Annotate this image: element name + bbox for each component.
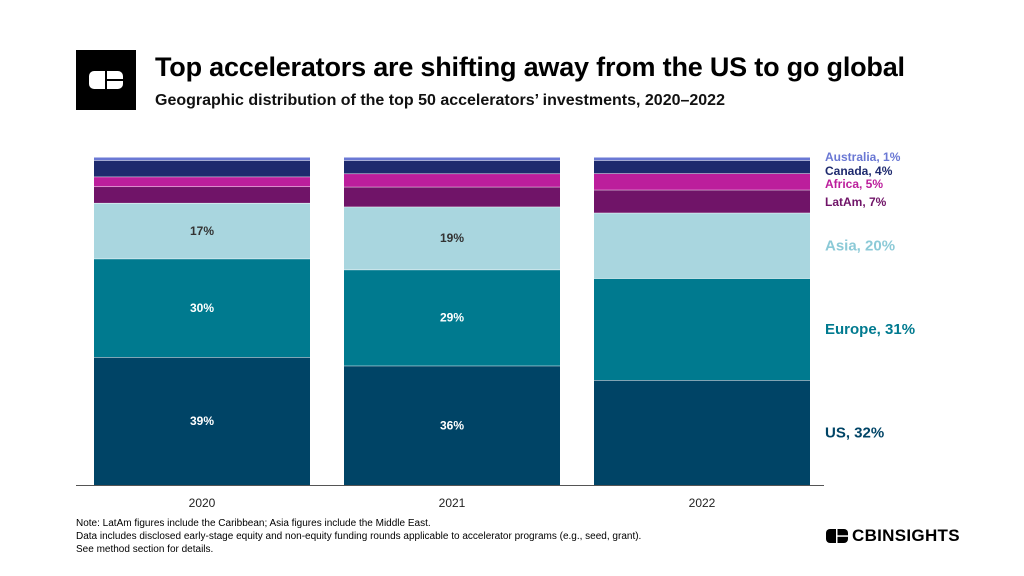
bar-segment-asia-2020	[94, 202, 310, 259]
data-label: 17%	[190, 224, 214, 238]
bar-segment-africa-2020	[94, 176, 310, 187]
bar-segment-latam-2021	[344, 186, 560, 207]
legend-label-latam: LatAm, 7%	[825, 195, 887, 209]
bar-segment-canada-2021	[344, 160, 560, 174]
footnote-line: See method section for details.	[76, 544, 214, 555]
segment-divider	[94, 186, 310, 188]
bar-segment-europe-2021	[344, 269, 560, 366]
legend-label-asia: Asia, 20%	[825, 238, 895, 255]
bar-segment-australia-2020	[94, 157, 310, 161]
bar-segment-canada-2020	[94, 160, 310, 177]
bar-segment-us-2021	[344, 365, 560, 485]
bar-segment-africa-2021	[344, 173, 560, 187]
bar-segment-latam-2022	[594, 189, 810, 213]
legend-label-australia: Australia, 1%	[825, 150, 901, 164]
segment-divider	[94, 156, 310, 158]
legend-label-africa: Africa, 5%	[825, 177, 883, 191]
bar-segment-canada-2022	[594, 160, 810, 174]
footnotes: Note: LatAm figures include the Caribbea…	[76, 517, 641, 556]
bar-segment-latam-2020	[94, 186, 310, 203]
bar-segment-us-2020	[94, 357, 310, 485]
chart-title: Top accelerators are shifting away from …	[155, 52, 905, 82]
x-tick-label: 2021	[439, 496, 466, 510]
legend-label-canada: Canada, 4%	[825, 164, 893, 178]
cb-logo-icon	[76, 50, 136, 110]
data-label: 36%	[440, 418, 464, 432]
footnote-line: Note: LatAm figures include the Caribbea…	[76, 518, 431, 529]
cb-insights-brand: CBINSIGHTS	[826, 526, 960, 546]
legend-label-us: US, 32%	[825, 425, 884, 442]
x-tick-label: 2022	[689, 496, 716, 510]
x-tick-label: 2020	[189, 496, 216, 510]
data-label: 39%	[190, 414, 214, 428]
bar-segment-asia-2022	[594, 212, 810, 279]
chart-subtitle: Geographic distribution of the top 50 ac…	[155, 92, 725, 109]
data-label: 19%	[440, 231, 464, 245]
data-label: 29%	[440, 311, 464, 325]
brand-name: CBINSIGHTS	[852, 526, 960, 545]
segment-divider	[344, 156, 560, 158]
bar-segment-australia-2021	[344, 157, 560, 161]
footnote-line: Data includes disclosed early-stage equi…	[76, 531, 642, 542]
segment-divider	[594, 156, 810, 158]
cb-logo-icon	[826, 529, 848, 543]
data-label: 30%	[190, 301, 214, 315]
bar-segment-europe-2022	[594, 278, 810, 381]
segment-divider	[594, 189, 810, 191]
bar-segment-us-2022	[594, 380, 810, 485]
bar-segment-asia-2021	[344, 206, 560, 270]
bar-segment-africa-2022	[594, 173, 810, 190]
bar-segment-australia-2022	[594, 157, 810, 161]
segment-divider	[344, 206, 560, 208]
bar-segment-europe-2020	[94, 258, 310, 358]
segment-divider	[344, 173, 560, 175]
legend-label-europe: Europe, 31%	[825, 321, 915, 338]
segment-divider	[594, 379, 810, 381]
